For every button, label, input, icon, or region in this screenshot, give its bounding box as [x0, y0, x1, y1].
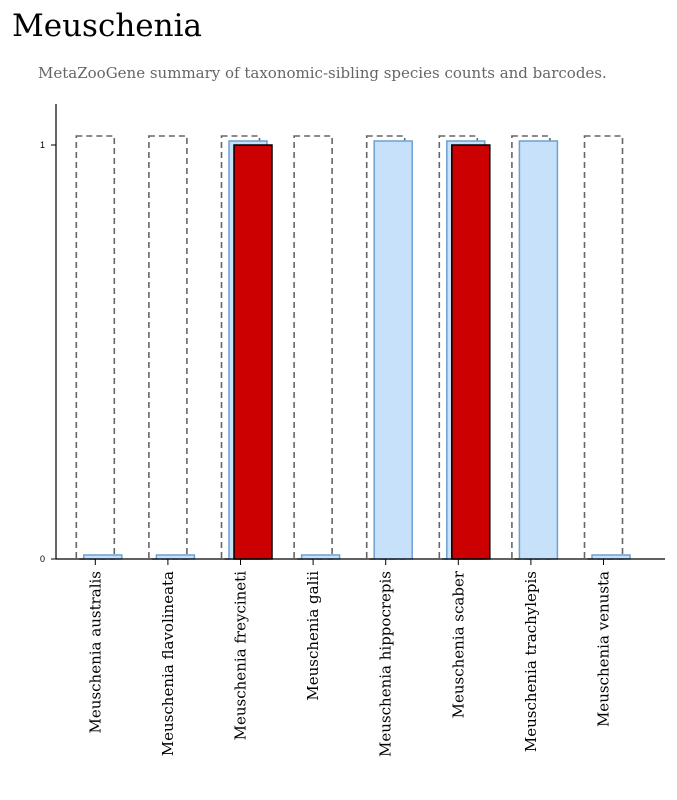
x-tick-label: Meuschenia trachylepis: [522, 571, 540, 752]
x-tick-label: Meuschenia venusta: [595, 571, 613, 727]
x-tick-label: Meuschenia flavolineata: [159, 571, 177, 756]
x-tick-label: Meuschenia freycineti: [232, 571, 250, 741]
x-tick-label: Meuschenia australis: [86, 571, 104, 733]
dark-bar: [451, 144, 491, 560]
x-tick-label: Meuschenia hippocrepis: [377, 571, 395, 757]
y-tick-label: 1: [40, 140, 45, 150]
chart-subtitle: MetaZooGene summary of taxonomic-sibling…: [38, 64, 607, 82]
x-tick-label: Meuschenia scaber: [449, 570, 467, 718]
expected-bar: [583, 135, 624, 560]
light-bar: [518, 140, 559, 560]
x-tick-label: Meuschenia galii: [304, 571, 322, 701]
chart-title: Meuschenia: [12, 8, 202, 44]
expected-bar: [148, 135, 188, 560]
expected-bar: [293, 135, 333, 560]
expected-bar: [75, 135, 116, 560]
y-tick-label: 0: [40, 554, 45, 564]
light-bar: [373, 140, 413, 560]
dark-bar: [233, 144, 273, 560]
